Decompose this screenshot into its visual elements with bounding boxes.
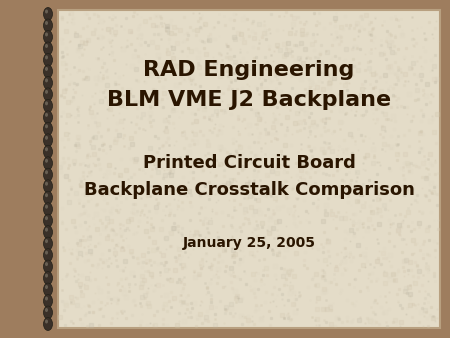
Ellipse shape [45, 124, 48, 128]
Ellipse shape [45, 101, 48, 105]
Text: Printed Circuit Board: Printed Circuit Board [143, 154, 356, 172]
Ellipse shape [44, 283, 53, 296]
Ellipse shape [44, 317, 53, 331]
Ellipse shape [44, 7, 53, 21]
Ellipse shape [45, 285, 48, 289]
Ellipse shape [44, 249, 53, 262]
Ellipse shape [45, 90, 48, 94]
Ellipse shape [45, 262, 48, 266]
Ellipse shape [44, 237, 53, 250]
Ellipse shape [45, 21, 48, 25]
Ellipse shape [44, 145, 53, 158]
Ellipse shape [45, 78, 48, 82]
Ellipse shape [44, 88, 53, 101]
Ellipse shape [44, 260, 53, 273]
Ellipse shape [44, 157, 53, 170]
Ellipse shape [45, 44, 48, 48]
Text: Backplane Crosstalk Comparison: Backplane Crosstalk Comparison [84, 181, 414, 199]
Ellipse shape [45, 308, 48, 312]
Ellipse shape [44, 19, 53, 32]
Ellipse shape [45, 113, 48, 117]
Ellipse shape [45, 319, 48, 323]
Ellipse shape [45, 147, 48, 151]
Ellipse shape [44, 111, 53, 124]
Ellipse shape [44, 53, 53, 67]
Ellipse shape [45, 250, 48, 255]
Ellipse shape [45, 159, 48, 163]
Ellipse shape [45, 55, 48, 59]
Ellipse shape [44, 226, 53, 239]
Ellipse shape [45, 273, 48, 277]
Ellipse shape [45, 182, 48, 186]
Ellipse shape [44, 214, 53, 227]
Ellipse shape [44, 134, 53, 147]
Ellipse shape [44, 294, 53, 308]
Ellipse shape [45, 32, 48, 37]
Ellipse shape [45, 228, 48, 232]
Ellipse shape [44, 99, 53, 112]
Ellipse shape [45, 239, 48, 243]
Ellipse shape [44, 203, 53, 216]
Ellipse shape [44, 76, 53, 89]
Ellipse shape [44, 180, 53, 193]
Ellipse shape [45, 296, 48, 300]
Ellipse shape [45, 170, 48, 174]
Ellipse shape [44, 42, 53, 55]
Text: RAD Engineering: RAD Engineering [143, 60, 355, 80]
Ellipse shape [45, 67, 48, 71]
Ellipse shape [45, 9, 48, 14]
Ellipse shape [44, 191, 53, 204]
Ellipse shape [45, 193, 48, 197]
Ellipse shape [44, 306, 53, 319]
Text: January 25, 2005: January 25, 2005 [183, 236, 315, 250]
Ellipse shape [44, 122, 53, 135]
Ellipse shape [44, 65, 53, 78]
Bar [58, 10, 440, 328]
Ellipse shape [45, 205, 48, 209]
Ellipse shape [44, 271, 53, 285]
Text: BLM VME J2 Backplane: BLM VME J2 Backplane [107, 90, 391, 110]
Ellipse shape [45, 216, 48, 220]
Ellipse shape [44, 168, 53, 181]
Ellipse shape [44, 30, 53, 44]
Ellipse shape [45, 136, 48, 140]
